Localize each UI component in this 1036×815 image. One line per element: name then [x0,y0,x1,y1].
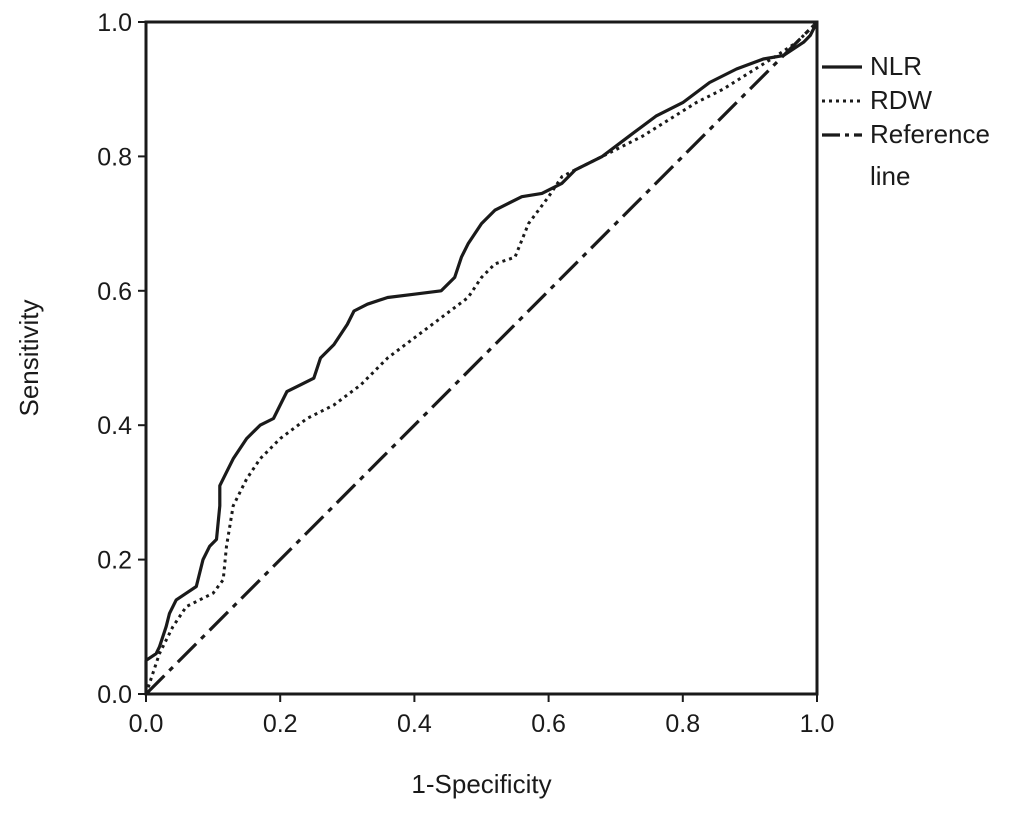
legend: NLR RDW Reference line [822,51,990,191]
y-tick-label: 0.0 [97,681,132,709]
series-layer [144,20,819,696]
legend-label-reference-line: line [870,161,910,191]
y-tick-label: 1.0 [97,9,132,37]
y-axis-label: Sensitivity [14,299,44,416]
legend-label-reference-line: Reference [870,119,990,149]
x-axis-label: 1-Specificity [411,769,551,799]
series-line-reference-line [144,20,819,696]
series-line-nlr [144,21,819,694]
y-tick-label: 0.6 [97,278,132,306]
y-tick-label: 0.4 [97,412,132,440]
y-tick-label: 0.2 [97,547,132,575]
x-tick-label: 0.2 [263,710,298,738]
plot-frame [144,20,819,696]
x-tick-label: 0.0 [129,710,164,738]
y-tick-label: 0.8 [97,143,132,171]
x-tick-label: 1.0 [800,710,835,738]
x-tick-label: 0.4 [397,710,432,738]
x-tick-label: 0.8 [665,710,700,738]
legend-label-rdw: RDW [870,85,933,115]
x-tick-label: 0.6 [531,710,566,738]
ticks-layer: 0.0 0.2 0.4 0.6 0.8 1.0 0.0 0.2 0.4 0.6 0.8 1.0 [97,9,834,738]
series-line-rdw [144,20,819,695]
legend-label-nlr: NLR [870,51,922,81]
